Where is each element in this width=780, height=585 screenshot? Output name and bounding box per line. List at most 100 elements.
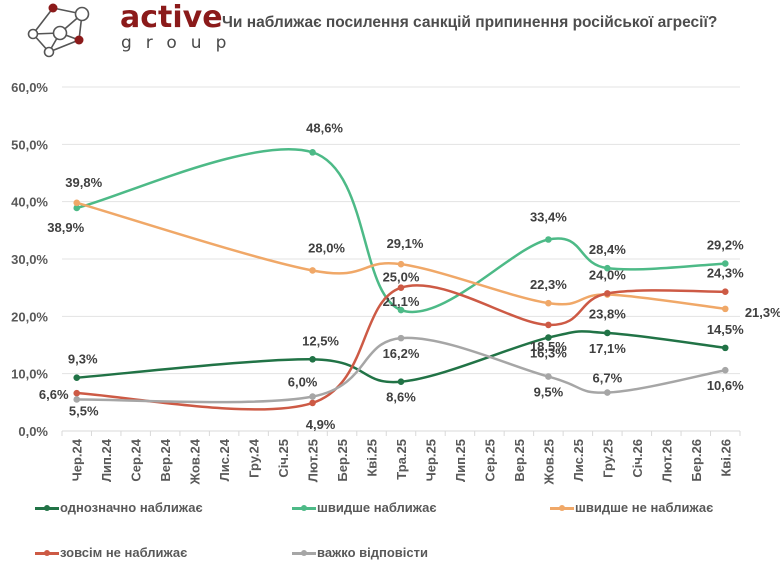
- x-tick-label: Чер.24: [70, 438, 85, 481]
- legend-item: швидше не наближає: [550, 500, 713, 515]
- data-point: [309, 393, 316, 400]
- legend-label: швидше наближає: [317, 500, 437, 515]
- data-point: [604, 290, 611, 297]
- data-label: 14,5%: [707, 322, 744, 337]
- legend-line-marker-icon: [292, 501, 316, 515]
- x-tick-label: Вер.25: [512, 439, 527, 482]
- legend-line-marker-icon: [35, 501, 59, 515]
- brand-logo: active group: [20, 0, 226, 60]
- data-point: [73, 199, 81, 207]
- data-point: [73, 396, 81, 403]
- x-tick-label: Бер.26: [689, 439, 704, 482]
- legend-label: зовсім не наближає: [60, 545, 188, 560]
- y-tick-label: 30,0%: [11, 252, 48, 267]
- data-label: 9,3%: [68, 352, 98, 367]
- x-tick-label: Січ.26: [630, 439, 645, 478]
- x-tick-label: Чер.25: [423, 439, 438, 481]
- data-label: 8,6%: [386, 390, 416, 405]
- data-label: 25,0%: [383, 270, 420, 285]
- x-tick-label: Кві.26: [718, 439, 733, 477]
- x-tick-label: Жов.24: [188, 438, 203, 485]
- data-label: 24,3%: [707, 266, 744, 281]
- data-label: 48,6%: [306, 120, 343, 135]
- data-label: 33,4%: [530, 210, 567, 225]
- data-label: 38,9%: [47, 220, 84, 235]
- data-point: [73, 389, 81, 397]
- series-line-2: [76, 201, 726, 311]
- data-point: [721, 288, 729, 295]
- data-label: 5,5%: [69, 403, 99, 418]
- x-tick-label: Лис.24: [217, 438, 232, 481]
- x-tick-label: Лют.26: [659, 439, 674, 482]
- x-tick-label: Гру.24: [247, 438, 262, 478]
- data-label: 39,8%: [65, 175, 102, 190]
- data-point: [545, 373, 552, 380]
- x-tick-label: Лип.24: [99, 438, 114, 482]
- legend-label: важко відповісти: [317, 545, 428, 560]
- legend-line-marker-icon: [35, 546, 59, 560]
- data-label: 4,9%: [306, 417, 336, 432]
- data-point: [721, 344, 729, 352]
- data-point: [73, 204, 81, 212]
- x-tick-label: Гру.25: [600, 439, 615, 478]
- x-tick-label: Лис.25: [571, 439, 586, 481]
- data-point: [545, 321, 552, 329]
- data-label: 22,3%: [530, 277, 567, 292]
- data-point: [309, 356, 316, 363]
- data-point: [73, 374, 81, 381]
- data-point: [604, 389, 611, 396]
- y-tick-label: 40,0%: [11, 195, 48, 210]
- y-tick-label: 0,0%: [18, 424, 48, 439]
- data-point: [397, 306, 405, 314]
- data-label: 24,0%: [589, 267, 626, 282]
- data-label: 23,8%: [589, 307, 626, 322]
- x-tick-label: Лип.25: [453, 439, 468, 482]
- data-point: [309, 399, 316, 407]
- data-point: [545, 334, 552, 341]
- x-tick-label: Сер.24: [129, 438, 144, 481]
- x-tick-label: Бер.25: [335, 439, 350, 482]
- data-point: [397, 260, 405, 268]
- y-tick-label: 60,0%: [11, 80, 48, 95]
- data-point: [309, 267, 316, 274]
- data-point: [721, 305, 729, 313]
- data-point: [721, 260, 729, 267]
- data-label: 10,6%: [707, 378, 744, 393]
- data-label: 16,2%: [383, 346, 420, 361]
- y-tick-label: 50,0%: [11, 137, 48, 152]
- legend-item: зовсім не наближає: [35, 545, 187, 560]
- data-label: 29,2%: [707, 238, 744, 253]
- y-tick-label: 20,0%: [11, 309, 48, 324]
- y-tick-label: 10,0%: [11, 367, 48, 382]
- data-label: 6,0%: [288, 375, 318, 390]
- chart-title: Чи наближає посилення санкцій припинення…: [222, 14, 718, 31]
- data-point: [721, 366, 729, 374]
- data-point: [397, 378, 405, 385]
- data-label: 17,1%: [589, 341, 626, 356]
- brand-subname: group: [121, 33, 241, 53]
- data-label: 6,7%: [593, 371, 623, 386]
- data-point: [545, 236, 552, 243]
- data-label: 21,3%: [745, 305, 780, 320]
- x-tick-label: Вер.24: [158, 438, 173, 481]
- data-label: 9,5%: [534, 385, 564, 400]
- legend-item: важко відповісти: [292, 545, 428, 560]
- data-point: [397, 284, 405, 291]
- brand-name: active: [120, 0, 223, 35]
- data-label: 6,6%: [39, 387, 69, 402]
- legend-item: швидше наближає: [292, 500, 437, 515]
- legend-label: однозначно наближає: [60, 500, 203, 515]
- data-label: 12,5%: [302, 333, 339, 348]
- data-label: 28,4%: [589, 242, 626, 257]
- data-point: [397, 334, 405, 342]
- data-point: [309, 149, 316, 156]
- legend-label: швидше не наближає: [575, 500, 714, 515]
- data-point: [604, 264, 611, 272]
- data-label: 16,3%: [530, 346, 567, 361]
- legend-line-marker-icon: [292, 546, 316, 560]
- legend-item: однозначно наближає: [35, 500, 203, 515]
- x-tick-label: Жов.25: [541, 439, 556, 486]
- x-tick-label: Лют.25: [306, 439, 321, 482]
- data-point: [604, 329, 611, 337]
